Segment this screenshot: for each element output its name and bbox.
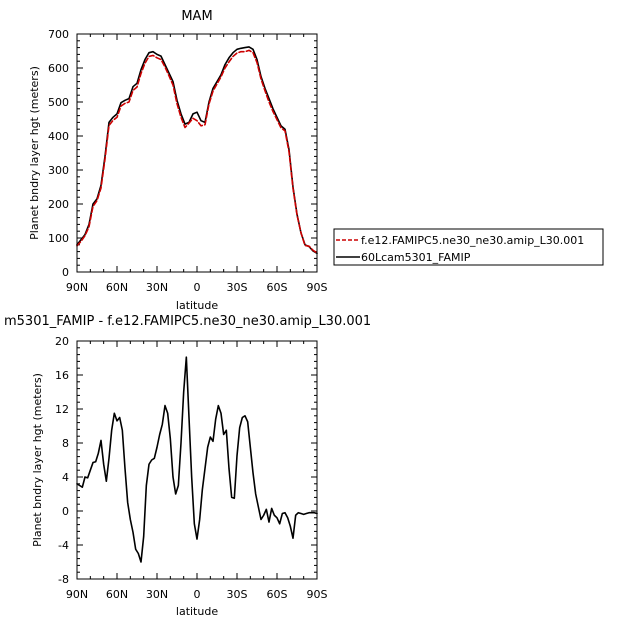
bottom-x-axis-label: latitude bbox=[176, 605, 218, 618]
top-y-tick-label: 500 bbox=[48, 96, 69, 109]
bottom-x-tick-label: 30N bbox=[146, 588, 168, 601]
top-series-lines bbox=[76, 46, 318, 255]
bottom-y-tick-label: 16 bbox=[55, 369, 69, 382]
bottom-panel: m5301_FAMIP - f.e12.FAMIPC5.ne30_ne30.am… bbox=[4, 314, 371, 618]
top-y-tick-label: 100 bbox=[48, 232, 69, 245]
bottom-plot-frame bbox=[76, 340, 318, 580]
legend-entry-reference: f.e12.FAMIPC5.ne30_ne30.amip_L30.001 bbox=[361, 234, 584, 247]
bottom-x-tick-label: 90S bbox=[307, 588, 328, 601]
top-y-tick-label: 700 bbox=[48, 28, 69, 41]
top-x-tick-label: 0 bbox=[194, 281, 201, 294]
top-x-tick-label: 60N bbox=[106, 281, 128, 294]
top-y-tick-label: 200 bbox=[48, 198, 69, 211]
top-x-tick-label: 90S bbox=[307, 281, 328, 294]
top-y-axis-label: Planet bndry layer hgt (meters) bbox=[28, 66, 41, 240]
bottom-x-tick-label: 90N bbox=[66, 588, 88, 601]
bottom-x-tick-label: 30S bbox=[227, 588, 248, 601]
bottom-x-tick-label: 60S bbox=[267, 588, 288, 601]
top-panel: MAM Planet bndry layer hgt (meters) lati… bbox=[28, 9, 328, 312]
bottom-chart-title: m5301_FAMIP - f.e12.FAMIPC5.ne30_ne30.am… bbox=[4, 314, 371, 329]
top-series-reference-line bbox=[76, 49, 318, 254]
bottom-series-lines bbox=[76, 356, 318, 563]
legend: f.e12.FAMIPC5.ne30_ne30.amip_L30.001 60L… bbox=[333, 228, 604, 266]
bottom-y-tick-label: 20 bbox=[55, 335, 69, 348]
bottom-x-tick-label: 60N bbox=[106, 588, 128, 601]
top-y-tick-label: 400 bbox=[48, 130, 69, 143]
bottom-y-tick-label: -8 bbox=[58, 573, 69, 586]
top-plot-frame bbox=[76, 33, 318, 273]
top-chart-title: MAM bbox=[181, 9, 212, 24]
top-y-tick-label: 0 bbox=[62, 266, 69, 279]
top-x-tick-label: 30S bbox=[227, 281, 248, 294]
bottom-y-tick-label: 12 bbox=[55, 403, 69, 416]
top-series-test-line bbox=[76, 46, 318, 255]
top-axis-ticks: 90N 60N 30N 0 30S 60S 90S 0 100 200 300 400 500 600 70… bbox=[48, 28, 328, 294]
top-x-axis-label: latitude bbox=[176, 299, 218, 312]
top-x-tick-label: 30N bbox=[146, 281, 168, 294]
top-y-tick-label: 600 bbox=[48, 62, 69, 75]
bottom-y-tick-label: -4 bbox=[58, 539, 69, 552]
top-x-tick-label: 60S bbox=[267, 281, 288, 294]
bottom-y-axis-label: Planet bndry layer hgt (meters) bbox=[31, 373, 44, 547]
legend-entry-test: 60Lcam5301_FAMIP bbox=[361, 251, 471, 264]
bottom-x-tick-label: 0 bbox=[194, 588, 201, 601]
top-x-tick-label: 90N bbox=[66, 281, 88, 294]
bottom-series-test-line bbox=[76, 356, 318, 563]
top-y-tick-label: 300 bbox=[48, 164, 69, 177]
legend-box bbox=[333, 228, 604, 266]
bottom-y-tick-label: 0 bbox=[62, 505, 69, 518]
bottom-y-tick-label: 4 bbox=[62, 471, 69, 484]
bottom-y-tick-label: 8 bbox=[62, 437, 69, 450]
